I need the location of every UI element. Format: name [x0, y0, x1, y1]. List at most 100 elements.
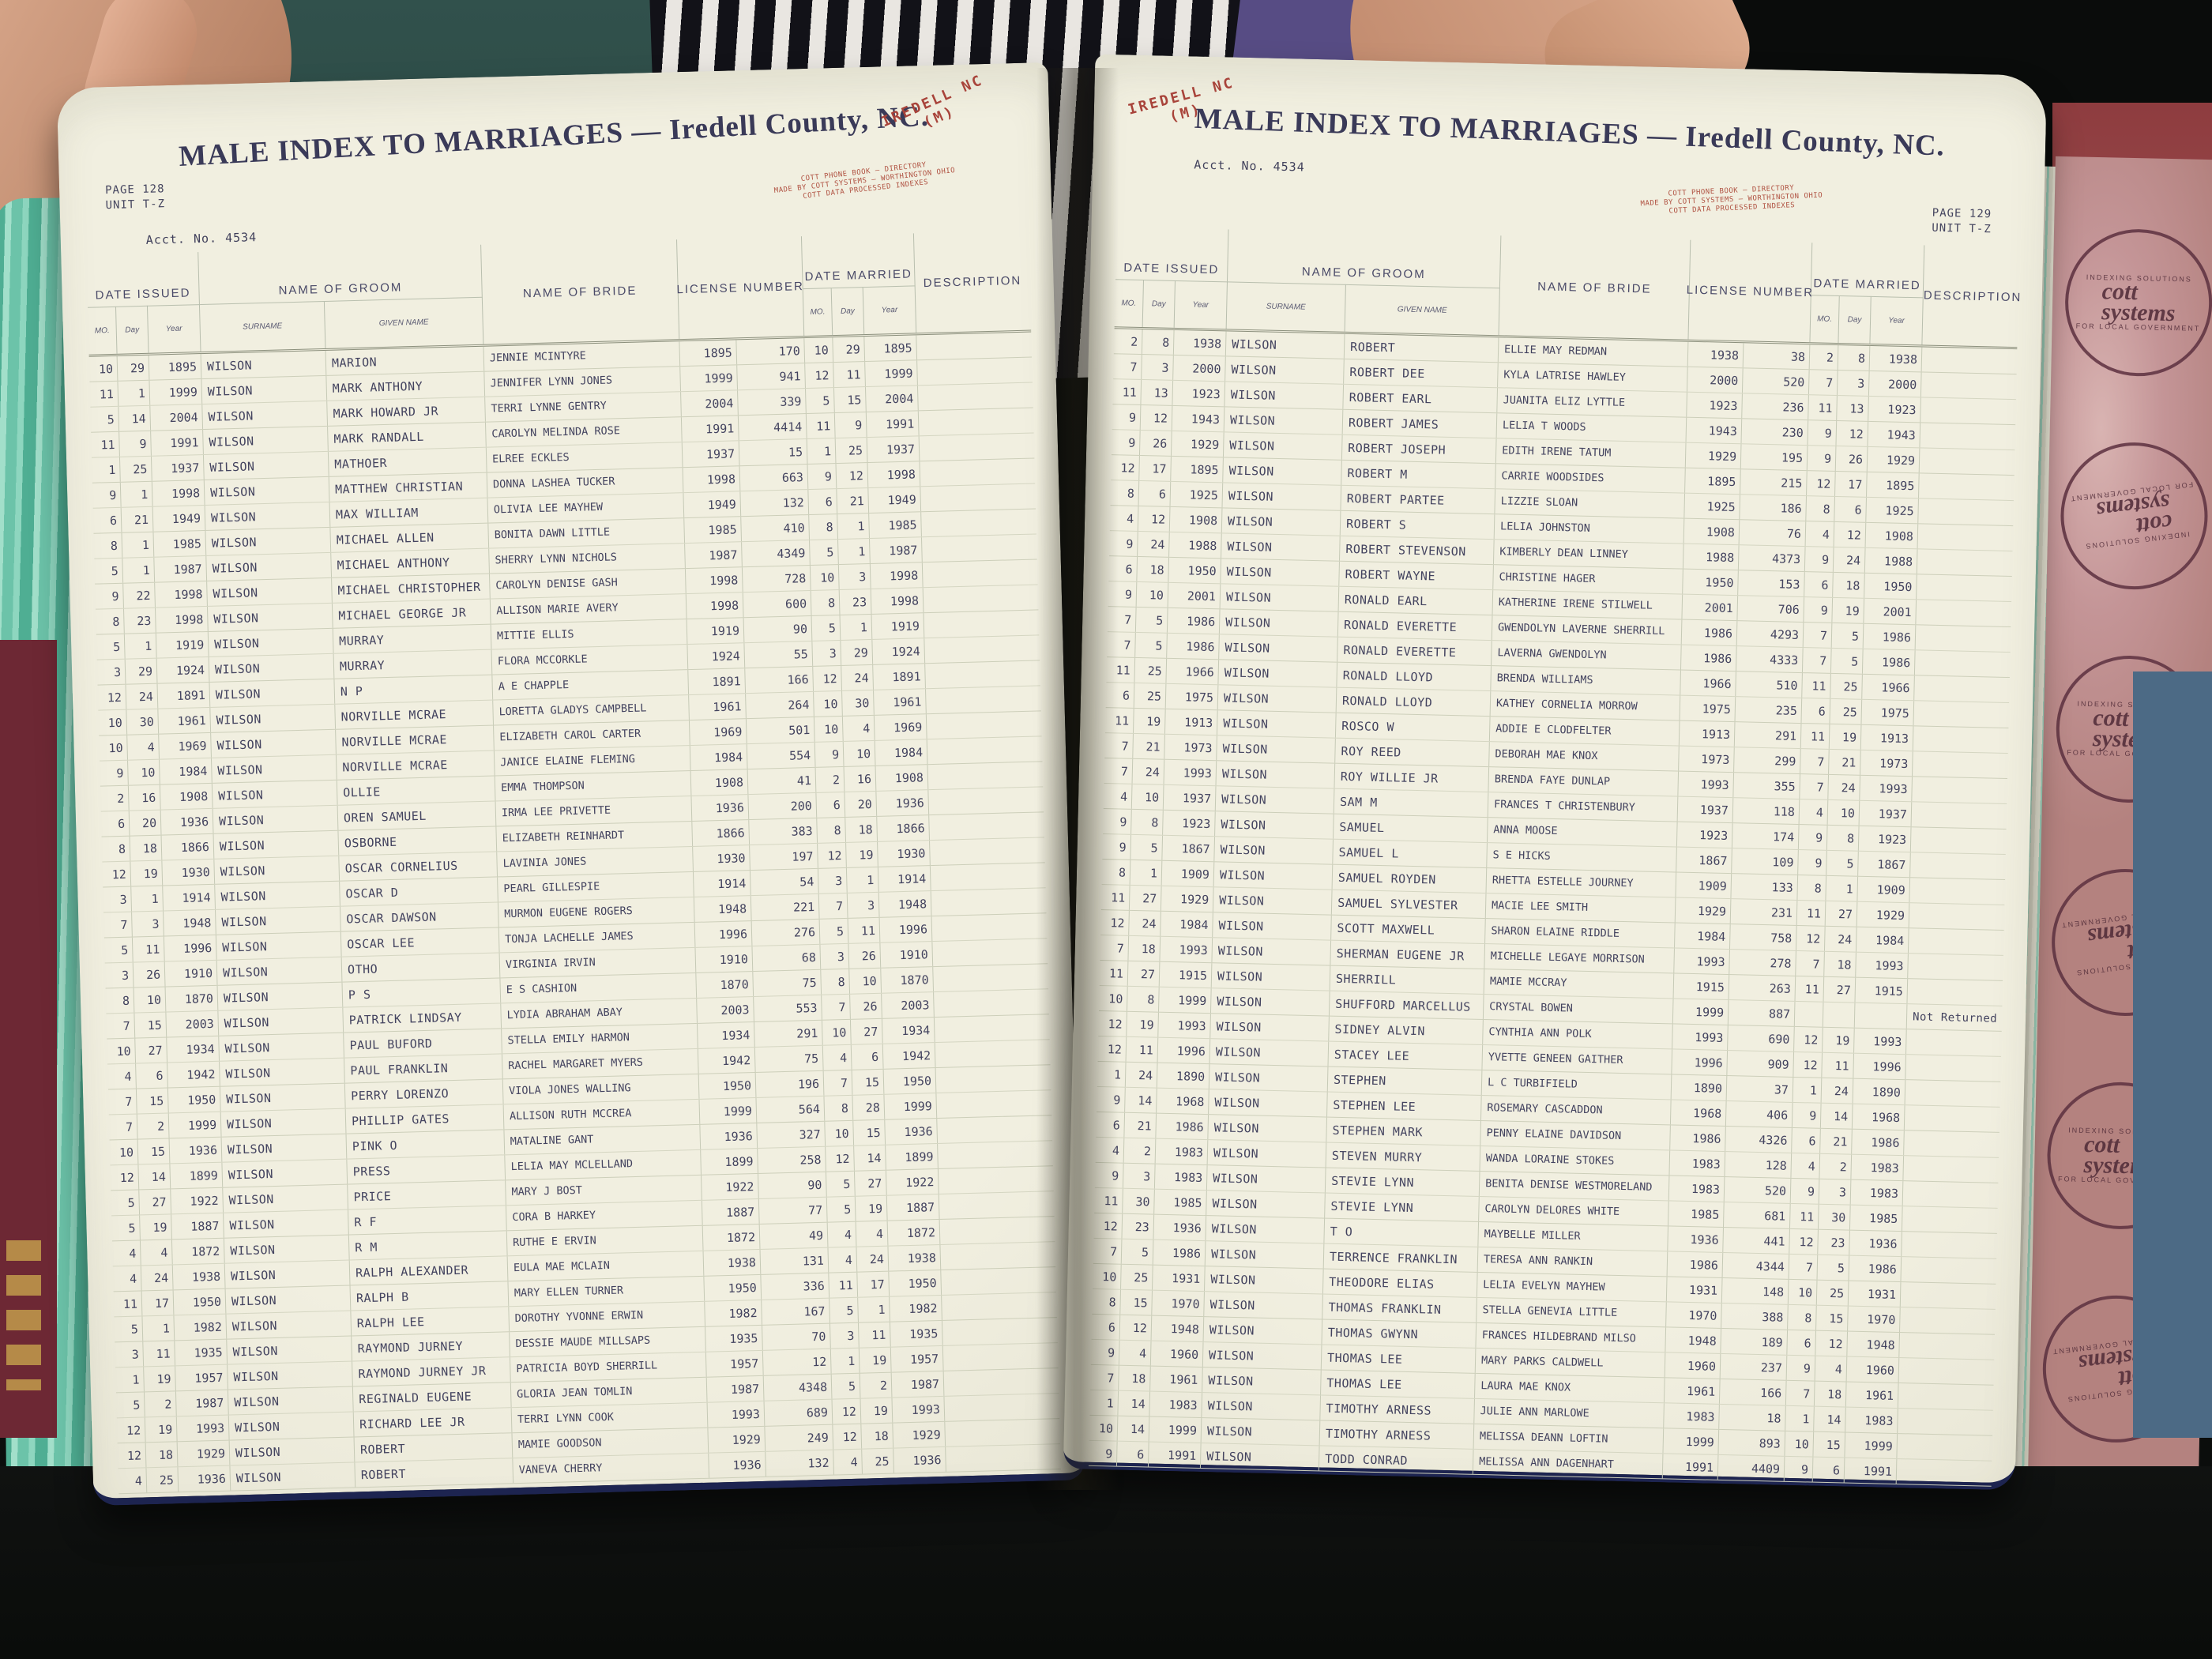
- cell-g: RALPH LEE: [351, 1307, 510, 1336]
- cell-s: WILSON: [224, 1235, 350, 1263]
- cell-s: WILSON: [1224, 382, 1345, 409]
- cell-md: 18: [1814, 1381, 1847, 1407]
- cell-de: [1897, 1459, 1992, 1486]
- cell-b: CAROLYN DENISE GASH: [490, 569, 687, 599]
- cell-id: 19: [1133, 708, 1166, 734]
- cell-ly: 1984: [1675, 923, 1731, 950]
- page-unit-label: PAGE 128 UNIT T-Z: [104, 182, 166, 213]
- cell-ly: 1942: [698, 1048, 756, 1074]
- cell-g: SIDNEY ALVIN: [1329, 1016, 1484, 1045]
- cell-b: KATHERINE IRENE STILWELL: [1492, 590, 1683, 619]
- cell-mm: 12: [833, 1424, 863, 1450]
- cell-id: 3: [1123, 1163, 1156, 1189]
- cell-ln: 221: [750, 893, 820, 921]
- cell-mm: 5: [831, 1373, 861, 1399]
- cell-my: 1936: [885, 1119, 939, 1145]
- cell-ly: 1986: [1681, 619, 1738, 646]
- cell-id: 18: [130, 835, 163, 861]
- cell-md: 19: [1829, 724, 1862, 750]
- cell-iy: 1891: [157, 682, 211, 709]
- cell-ly: 1922: [702, 1173, 759, 1200]
- cell-g: TIMOTHY ARNESS: [1319, 1420, 1475, 1449]
- cell-md: 27: [1825, 901, 1858, 927]
- cell-ln: 12: [762, 1349, 832, 1375]
- cell-id: 20: [129, 810, 162, 836]
- cell-b: TONJA LACHELLE JAMES: [498, 922, 696, 953]
- cell-ln: 689: [764, 1399, 833, 1426]
- cell-ln: 197: [750, 843, 818, 871]
- cell-mm: 3: [820, 943, 850, 969]
- cell-ly: 1938: [703, 1249, 762, 1276]
- cell-id: 2: [137, 1113, 170, 1139]
- cell-iy: 1950: [167, 1086, 221, 1113]
- cell-ln: 249: [765, 1424, 834, 1451]
- cell-iy: 1867: [1162, 835, 1216, 862]
- cell-mm: 4: [833, 1449, 863, 1475]
- cell-iy: 1999: [1149, 1416, 1202, 1443]
- cell-de: [930, 837, 1045, 865]
- cell-id: 12: [1140, 404, 1173, 431]
- cell-ln: 263: [1729, 975, 1796, 1001]
- cell-ln: 681: [1723, 1202, 1791, 1228]
- cell-g: PHILLIP GATES: [345, 1104, 505, 1134]
- cell-b: RUTHE E ERVIN: [506, 1225, 704, 1256]
- cell-md: 4: [1815, 1356, 1848, 1382]
- cell-b: E S CASHION: [500, 972, 698, 1003]
- cell-mm: 9: [1792, 1102, 1822, 1128]
- cell-ly: 1936: [1668, 1226, 1724, 1252]
- cell-iy: 1993: [176, 1415, 230, 1442]
- cell-my: 1999: [1845, 1432, 1898, 1459]
- col-name-of-bride: NAME OF BRIDE: [481, 239, 680, 344]
- cell-md: 11: [848, 917, 881, 943]
- cell-id: 27: [135, 1037, 168, 1063]
- cell-ln: 520: [1724, 1177, 1792, 1203]
- cell-md: 3: [1819, 1179, 1852, 1205]
- cell-ln: 235: [1735, 697, 1803, 724]
- cell-iy: 1993: [1164, 759, 1217, 786]
- cell-de: [1913, 726, 2009, 753]
- cell-ln: 501: [746, 717, 815, 744]
- cell-g: STEVIE LYNN: [1325, 1193, 1480, 1221]
- cell-ly: 1934: [697, 1022, 755, 1048]
- cell-g: MICHAEL ANTHONY: [331, 548, 490, 577]
- cell-ln: 148: [1721, 1277, 1789, 1304]
- cell-de: [1899, 1358, 1995, 1385]
- cell-im: 8: [93, 532, 123, 559]
- cell-my: 1895: [1867, 472, 1920, 498]
- cell-s: WILSON: [228, 1361, 353, 1390]
- cell-g: THOMAS FRANKLIN: [1322, 1294, 1477, 1322]
- cell-id: 1: [142, 1315, 175, 1341]
- cell-ln: 383: [749, 818, 818, 845]
- cell-md: 19: [1823, 1027, 1855, 1053]
- cell-mm: 11: [806, 413, 836, 439]
- cell-s: WILSON: [1219, 634, 1338, 662]
- cell-s: WILSON: [1202, 1342, 1322, 1370]
- cell-md: 25: [1830, 698, 1863, 724]
- cell-ly: 1986: [1680, 645, 1737, 672]
- cell-ln: 18: [1719, 1404, 1786, 1431]
- cell-im: 5: [94, 558, 124, 584]
- cell-id: 19: [140, 1214, 172, 1240]
- cell-s: WILSON: [216, 957, 343, 985]
- cell-b: SHARON ELAINE RIDDLE: [1485, 919, 1676, 948]
- cell-ly: 1968: [1670, 1100, 1727, 1127]
- cell-mm: 6: [1787, 1330, 1817, 1356]
- cell-md: 19: [859, 1347, 892, 1373]
- cell-id: 19: [144, 1366, 176, 1392]
- cell-md: 23: [839, 589, 872, 615]
- cell-b: ELIZABETH CAROL CARTER: [494, 720, 690, 750]
- cell-g: SHUFFORD MARCELLUS: [1329, 991, 1484, 1020]
- cell-ly: 1890: [1671, 1074, 1728, 1101]
- cell-de: [1917, 574, 2012, 601]
- cell-de: [927, 736, 1043, 764]
- cell-im: 5: [115, 1392, 145, 1418]
- cell-my: 1983: [1851, 1154, 1905, 1181]
- cell-de: [938, 1141, 1053, 1168]
- cell-md: 8: [1838, 345, 1871, 371]
- cell-im: 5: [96, 634, 126, 660]
- cell-g: STEPHEN LEE: [1327, 1092, 1482, 1120]
- cell-im: 12: [117, 1443, 147, 1469]
- cell-id: 23: [1122, 1213, 1155, 1240]
- sub-year: Year: [863, 285, 917, 335]
- cell-mm: 8: [821, 969, 851, 995]
